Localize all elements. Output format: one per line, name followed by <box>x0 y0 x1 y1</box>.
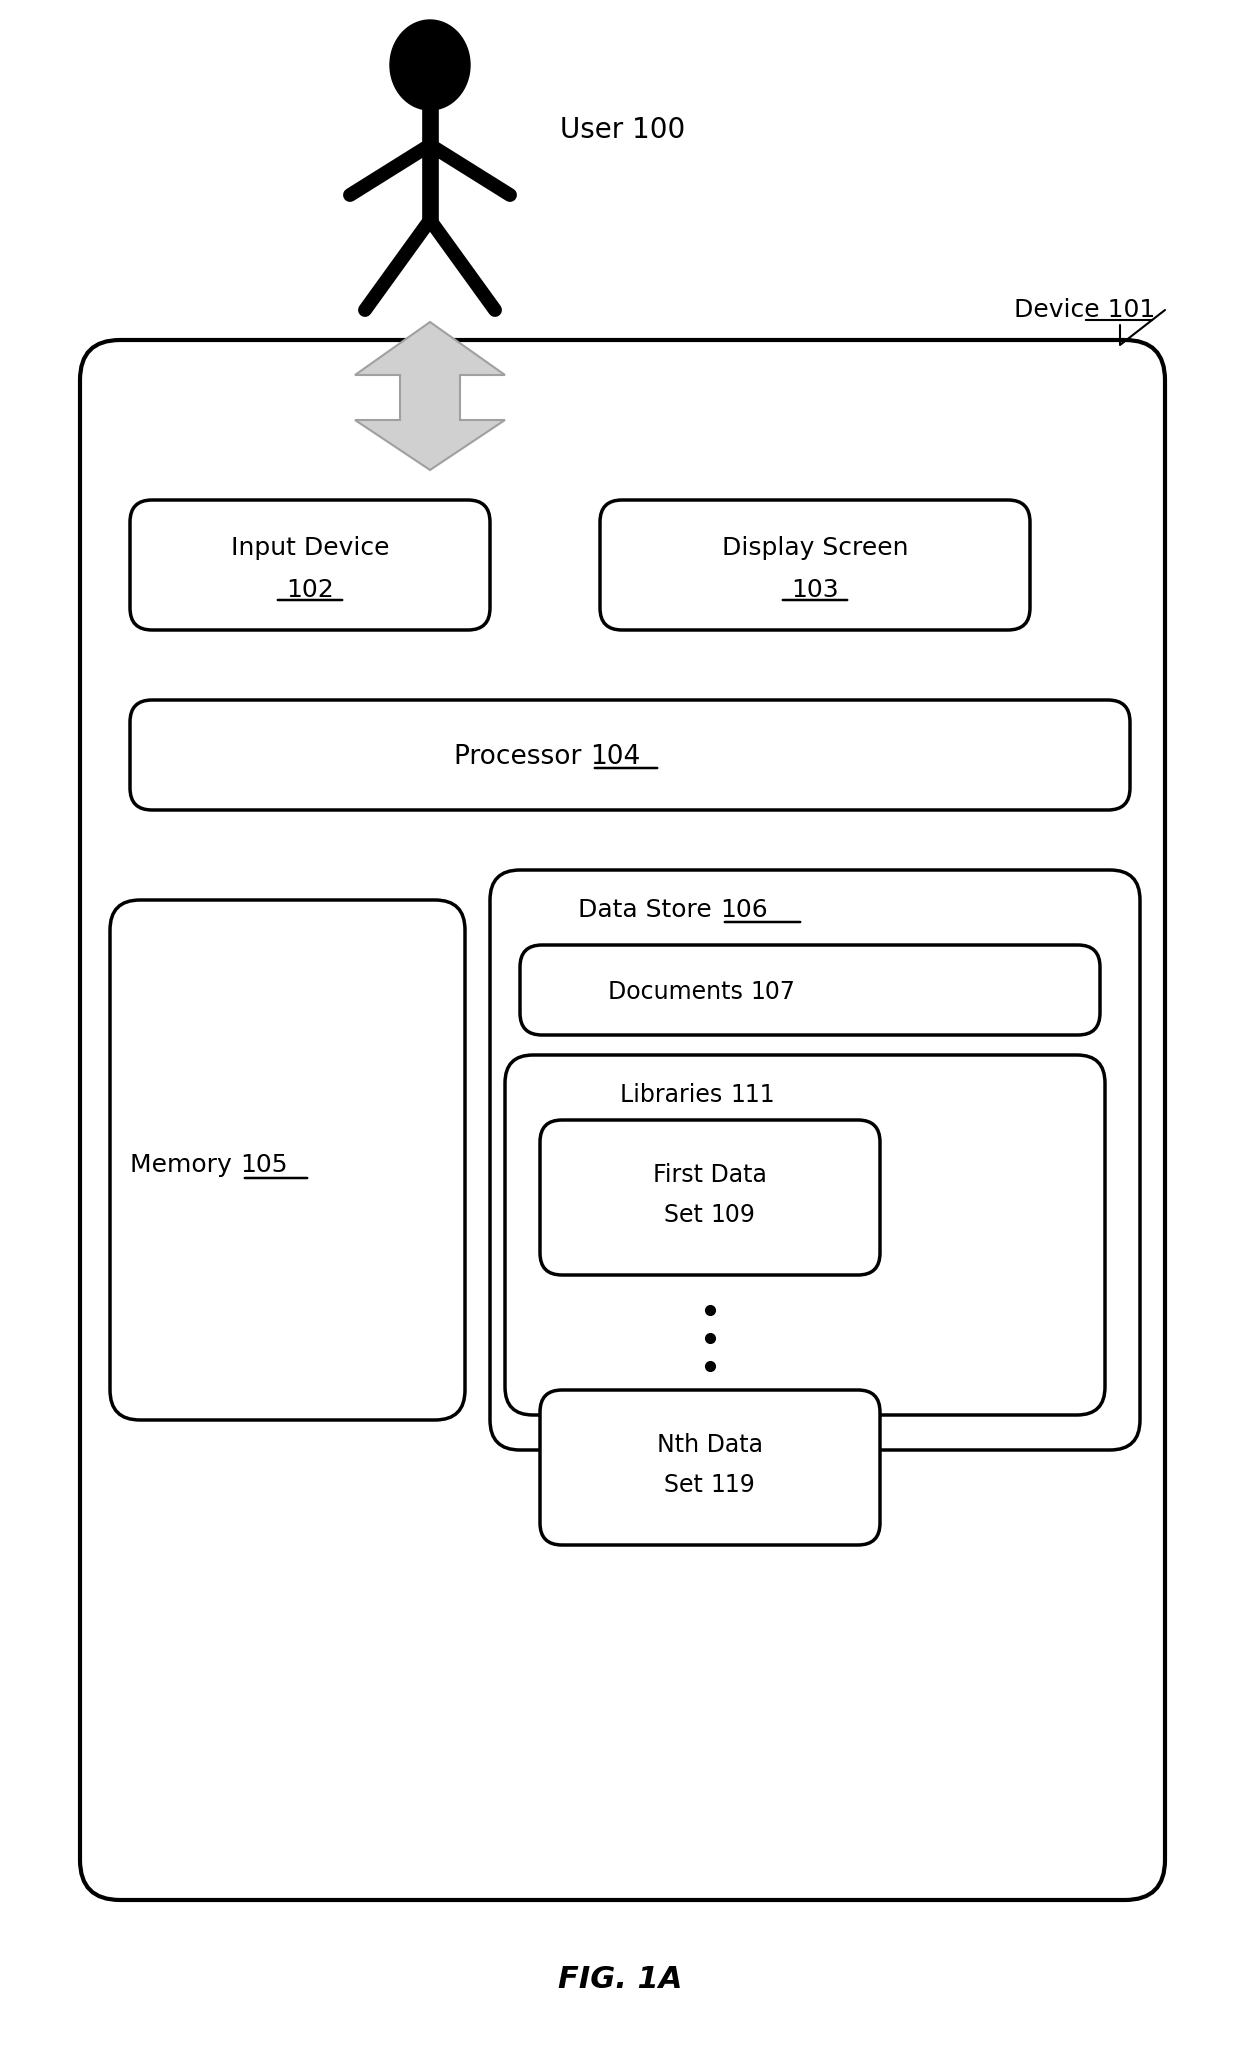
Text: 119: 119 <box>711 1472 755 1497</box>
Text: 102: 102 <box>286 578 334 602</box>
FancyBboxPatch shape <box>81 339 1166 1900</box>
Text: Libraries: Libraries <box>620 1084 730 1106</box>
Polygon shape <box>355 323 505 471</box>
Text: 111: 111 <box>730 1084 775 1106</box>
FancyBboxPatch shape <box>130 699 1130 810</box>
Text: First Data: First Data <box>653 1164 766 1186</box>
Text: 107: 107 <box>750 981 795 1003</box>
Text: Set: Set <box>663 1472 711 1497</box>
FancyBboxPatch shape <box>490 870 1140 1449</box>
Ellipse shape <box>391 21 470 111</box>
FancyBboxPatch shape <box>539 1121 880 1275</box>
Text: Set: Set <box>663 1203 711 1227</box>
FancyBboxPatch shape <box>110 901 465 1421</box>
Text: 106: 106 <box>720 898 768 921</box>
Text: Documents: Documents <box>608 981 750 1003</box>
Text: FIG. 1A: FIG. 1A <box>558 1966 682 1994</box>
FancyBboxPatch shape <box>600 500 1030 629</box>
Text: 104: 104 <box>590 744 640 771</box>
Text: Memory: Memory <box>130 1153 241 1176</box>
FancyBboxPatch shape <box>130 500 490 629</box>
FancyBboxPatch shape <box>539 1390 880 1544</box>
Text: Device 101: Device 101 <box>1014 298 1154 323</box>
Text: Display Screen: Display Screen <box>722 537 908 559</box>
Text: User 100: User 100 <box>560 115 686 144</box>
Text: Nth Data: Nth Data <box>657 1433 763 1458</box>
Text: 109: 109 <box>711 1203 755 1227</box>
Text: Data Store: Data Store <box>578 898 720 921</box>
FancyBboxPatch shape <box>505 1055 1105 1415</box>
Text: Processor: Processor <box>454 744 590 771</box>
Text: 103: 103 <box>791 578 838 602</box>
FancyBboxPatch shape <box>520 946 1100 1034</box>
Text: 105: 105 <box>241 1153 288 1176</box>
Text: Input Device: Input Device <box>231 537 389 559</box>
